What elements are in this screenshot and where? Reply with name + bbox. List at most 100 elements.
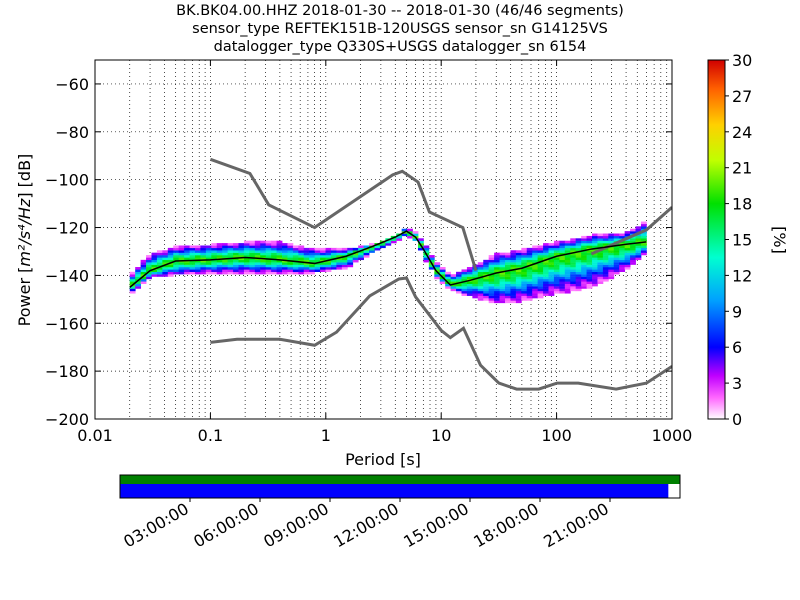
heatmap-cell xyxy=(195,255,201,258)
heatmap-cell xyxy=(472,288,479,292)
heatmap-cell xyxy=(189,264,196,268)
heatmap-cell xyxy=(504,283,511,287)
y-tick-label: −100 xyxy=(45,171,89,190)
heatmap-cell xyxy=(570,267,577,270)
heatmap-cell xyxy=(570,271,577,275)
heatmap-cell xyxy=(146,274,152,277)
heatmap-cell xyxy=(205,267,212,270)
heatmap-cell xyxy=(276,259,283,263)
mean-psd-line xyxy=(129,230,647,288)
heatmap-cell xyxy=(504,271,511,275)
heatmap-cell xyxy=(238,267,245,270)
heatmap-cell xyxy=(630,240,636,244)
heatmap-cell xyxy=(499,264,506,268)
heatmap-cell xyxy=(282,257,288,261)
heatmap-cell xyxy=(423,247,430,251)
heatmap-cell xyxy=(428,267,435,270)
heatmap-cell xyxy=(336,250,343,253)
x-axis-label: Period [s] xyxy=(345,450,421,469)
heatmap-cell xyxy=(570,255,577,258)
heatmap-cell xyxy=(521,257,528,261)
heatmap-cell xyxy=(602,267,609,270)
colorbar-tick-label: 0 xyxy=(732,410,742,429)
heatmap-cell xyxy=(488,290,495,294)
heatmap-cell xyxy=(499,295,506,299)
heatmap-cell xyxy=(265,245,272,249)
heatmap-cell xyxy=(173,247,180,251)
heatmap-cell xyxy=(265,247,272,251)
heatmap-cell xyxy=(336,257,343,261)
heatmap-cell xyxy=(494,269,500,273)
heatmap-cell xyxy=(167,259,174,263)
heatmap-cell xyxy=(640,252,647,256)
heatmap-cell xyxy=(532,283,539,287)
heatmap-cell xyxy=(483,281,490,284)
heatmap-cell xyxy=(521,252,528,256)
heatmap-cell xyxy=(303,267,310,270)
heatmap-cell xyxy=(227,243,234,246)
heatmap-cell xyxy=(559,283,566,287)
heatmap-cell xyxy=(575,281,582,284)
heatmap-cell xyxy=(494,295,500,299)
heatmap-cell xyxy=(205,247,212,251)
grid-lines xyxy=(95,60,672,419)
heatmap-cell xyxy=(526,281,533,284)
heatmap-cell xyxy=(227,247,234,251)
heatmap-cell xyxy=(466,274,473,277)
heatmap-cell xyxy=(559,278,566,282)
colorbar-tick-label: 24 xyxy=(732,123,752,142)
heatmap-cell xyxy=(379,243,386,246)
heatmap-cell xyxy=(140,267,147,270)
heatmap-cell xyxy=(298,255,305,258)
heatmap-cell xyxy=(526,298,533,301)
heatmap-cell xyxy=(167,250,174,253)
heatmap-cell xyxy=(146,257,152,261)
heatmap-cell xyxy=(156,257,163,261)
heatmap-cell xyxy=(276,262,283,265)
heatmap-cell xyxy=(320,252,326,256)
heatmap-cell xyxy=(243,257,250,261)
heatmap-cell xyxy=(227,262,234,265)
heatmap-cell xyxy=(608,238,615,241)
heatmap-cell xyxy=(532,250,539,253)
x-tick-label: 1000 xyxy=(652,426,693,445)
heatmap-cell xyxy=(249,269,256,273)
heatmap-cell xyxy=(521,264,528,268)
heatmap-cell xyxy=(439,269,446,273)
heatmap-cell xyxy=(265,269,272,273)
heatmap-cell xyxy=(608,264,615,268)
heatmap-cell xyxy=(602,238,609,241)
heatmap-cell xyxy=(575,271,582,275)
heatmap-cell xyxy=(483,290,490,294)
heatmap-cell xyxy=(243,240,250,244)
heatmap-cell xyxy=(298,250,305,253)
heatmap-cell xyxy=(586,269,593,273)
heatmap-cell xyxy=(624,257,631,261)
heatmap-cell xyxy=(271,262,277,265)
time-tick-label: 09:00:00 xyxy=(260,499,332,551)
heatmap-cell xyxy=(499,298,506,301)
heatmap-cell xyxy=(320,257,326,261)
heatmap-cell xyxy=(211,264,218,268)
heatmap-cell xyxy=(189,257,196,261)
heatmap-cell xyxy=(233,264,239,268)
heatmap-cell xyxy=(499,271,506,275)
heatmap-cell xyxy=(613,238,620,241)
time-tick-label: 12:00:00 xyxy=(330,499,402,551)
heatmap-cell xyxy=(282,269,288,273)
heatmap-cell xyxy=(586,276,593,280)
heatmap-cell xyxy=(586,252,593,256)
heatmap-cell xyxy=(271,250,277,253)
heatmap-cell xyxy=(238,255,245,258)
heatmap-cell xyxy=(292,271,299,275)
heatmap-cell xyxy=(597,278,604,282)
heatmap-cell xyxy=(543,245,549,249)
heatmap-cell xyxy=(309,267,316,270)
heatmap-cell xyxy=(265,243,272,246)
heatmap-cell xyxy=(597,243,604,246)
heatmap-cell xyxy=(330,250,337,253)
heatmap-cell xyxy=(504,286,511,289)
heatmap-cell xyxy=(222,252,229,256)
heatmap-cell xyxy=(586,262,593,265)
heatmap-cell xyxy=(521,255,528,258)
